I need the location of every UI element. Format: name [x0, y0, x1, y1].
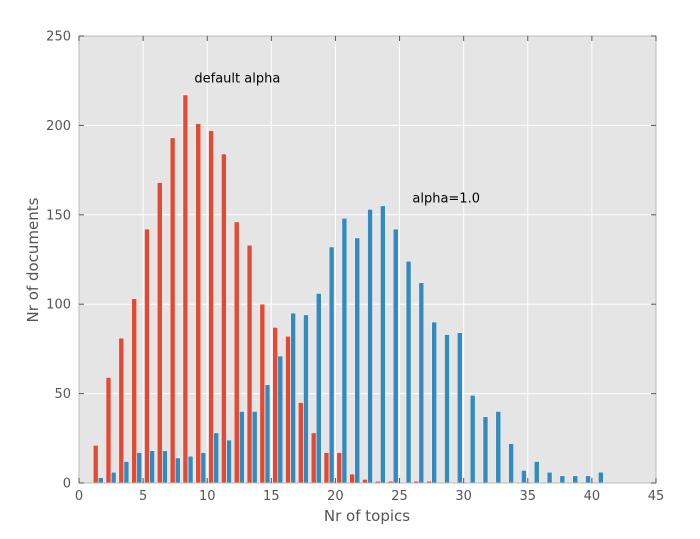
- bar-series-2: [149, 450, 155, 484]
- bar-series-2: [239, 411, 245, 484]
- x-axis-title: Nr of topics: [324, 507, 410, 525]
- bar-series-2: [418, 282, 424, 484]
- bar-series-2: [123, 461, 130, 484]
- bar-series-2: [431, 321, 437, 484]
- bar-series-1: [298, 402, 304, 484]
- bar-series-2: [354, 237, 360, 484]
- bar-series-2: [303, 314, 309, 484]
- bar-series-2: [341, 218, 348, 484]
- bar-series-2: [598, 472, 604, 484]
- bar-series-2: [175, 457, 181, 484]
- bar-series-1: [311, 432, 317, 484]
- x-tick-label: 5: [139, 489, 147, 504]
- bar-series-2: [393, 228, 399, 484]
- y-tick-label: 250: [46, 30, 71, 45]
- bar-series-1: [234, 221, 240, 484]
- bar-series-2: [482, 416, 489, 484]
- bar-series-1: [169, 137, 176, 484]
- bar-series-1: [336, 452, 342, 484]
- bar-series-1: [246, 244, 253, 484]
- bar-series-2: [572, 475, 578, 484]
- bar-series-1: [182, 94, 189, 484]
- bar-series-2: [110, 472, 117, 484]
- bar-series-2: [252, 411, 258, 484]
- bar-series-1: [323, 452, 330, 484]
- bar-series-2: [162, 450, 168, 484]
- x-tick-label: 10: [199, 489, 216, 504]
- annotations: default alpha alpha=1.0: [194, 71, 480, 206]
- bar-series-2: [367, 209, 373, 484]
- y-axis-title: Nr of documents: [24, 197, 42, 322]
- bar-series-2: [405, 261, 412, 484]
- bar-series-1: [285, 336, 291, 484]
- x-tick-label: 40: [584, 489, 601, 504]
- bar-series-1: [259, 304, 265, 484]
- bar-series-2: [187, 455, 194, 484]
- x-tick-label: 45: [648, 489, 665, 504]
- bar-series-1: [131, 298, 137, 484]
- bar-series-2: [470, 395, 476, 484]
- x-tick-labels: 0 5 10 15 20 25 30 35 40 45: [75, 489, 664, 504]
- y-tick-label: 150: [46, 208, 71, 223]
- bar-series-2: [264, 384, 271, 484]
- bar-series-2: [213, 432, 219, 484]
- plot-frame: [78, 35, 657, 484]
- axis-ticks: [78, 35, 657, 484]
- y-tick-label: 50: [54, 387, 71, 402]
- annotation-label: default alpha: [194, 71, 280, 86]
- y-tick-label: 200: [46, 119, 71, 134]
- bar-series-2: [508, 443, 514, 484]
- y-tick-label: 0: [63, 477, 71, 492]
- bar-series-1: [208, 130, 214, 484]
- bar-series-2: [98, 477, 104, 484]
- x-tick-label: 30: [455, 489, 472, 504]
- bar-series-1: [195, 123, 201, 484]
- bars: [93, 94, 604, 484]
- bar-series-2: [136, 452, 142, 484]
- bar-series-2: [546, 472, 553, 484]
- bar-series-2: [444, 334, 450, 484]
- bar-series-2: [277, 355, 283, 484]
- bar-series-2: [495, 411, 501, 484]
- bar-series-1: [144, 228, 150, 484]
- bar-series-2: [534, 461, 540, 484]
- x-tick-label: 35: [520, 489, 537, 504]
- bar-series-2: [380, 205, 386, 484]
- annotation-label: alpha=1.0: [412, 191, 480, 206]
- bar-series-1: [362, 479, 368, 484]
- y-tick-label: 100: [46, 298, 71, 313]
- x-tick-label: 25: [391, 489, 408, 504]
- bar-series-1: [157, 182, 163, 484]
- bar-series-1: [93, 445, 99, 484]
- bar-series-2: [290, 312, 296, 484]
- bar-series-2: [521, 470, 527, 484]
- bar-series-1: [272, 327, 278, 484]
- bar-series-1: [105, 377, 112, 484]
- x-tick-label: 0: [75, 489, 83, 504]
- bar-series-1: [221, 153, 227, 484]
- bar-series-2: [200, 452, 207, 484]
- x-tick-label: 15: [263, 489, 280, 504]
- bar-series-2: [316, 293, 322, 484]
- bar-series-2: [226, 439, 232, 484]
- bar-series-1: [349, 473, 355, 484]
- y-tick-labels: 0 50 100 150 200 250: [46, 30, 71, 492]
- bar-series-2: [328, 246, 335, 484]
- bar-series-2: [457, 332, 463, 484]
- x-tick-label: 20: [327, 489, 344, 504]
- bar-series-2: [585, 475, 591, 484]
- bar-series-2: [559, 475, 566, 484]
- bar-series-1: [118, 337, 124, 484]
